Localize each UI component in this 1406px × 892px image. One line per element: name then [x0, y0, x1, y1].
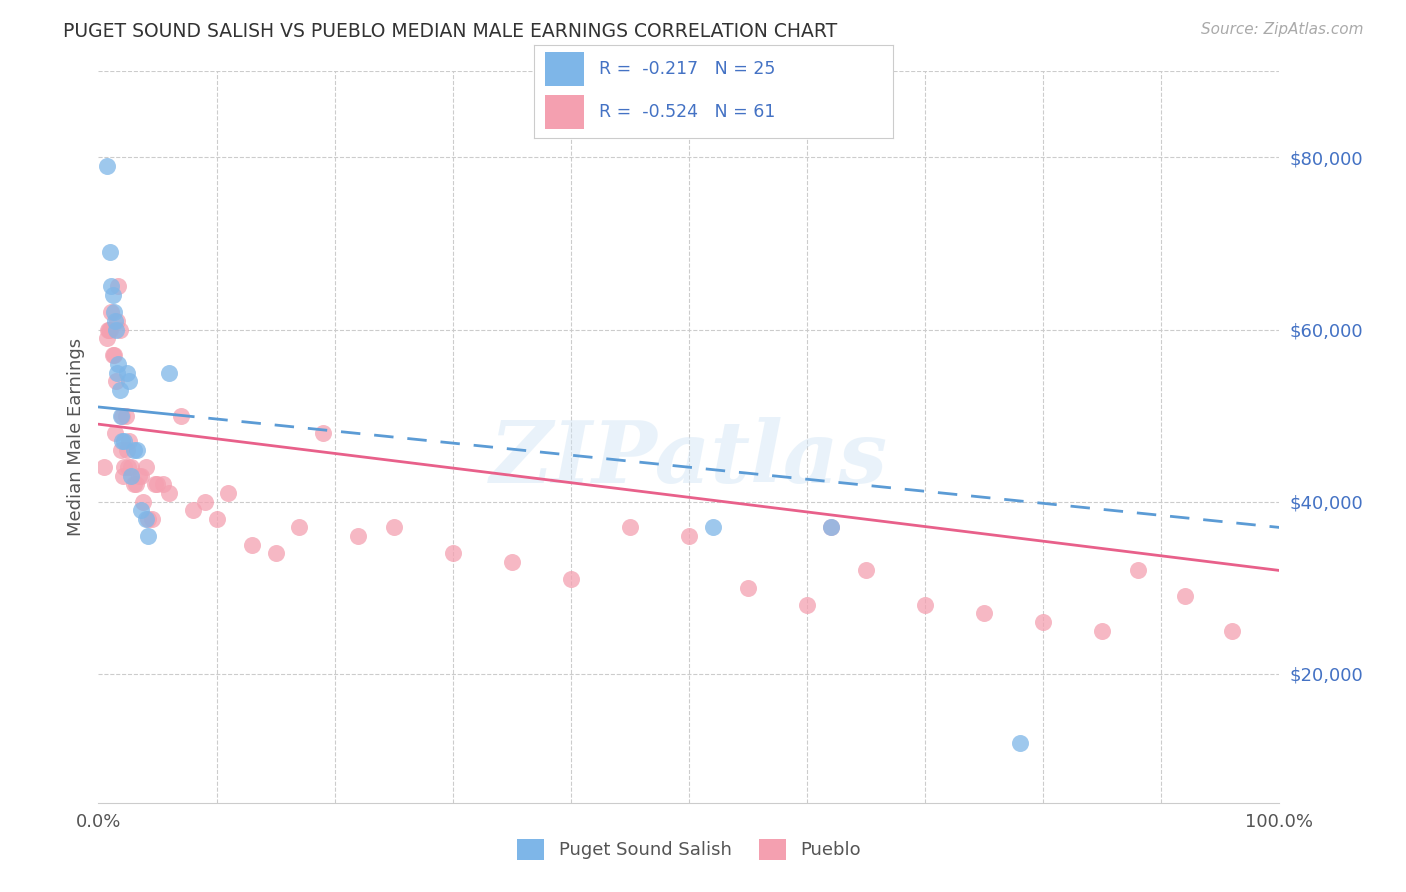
Point [678, 529, 700, 543]
Point [135, 512, 157, 526]
Point [98, 322, 121, 336]
Point [100, 279, 122, 293]
Point [1008, 735, 1031, 749]
Point [93, 460, 115, 475]
Point [347, 529, 370, 543]
Point [103, 305, 125, 319]
Point [181, 503, 204, 517]
Point [312, 425, 335, 440]
Point [1220, 624, 1243, 638]
Point [121, 460, 143, 475]
Point [157, 486, 180, 500]
Point [96, 331, 118, 345]
Point [132, 494, 155, 508]
Point [110, 442, 132, 457]
Point [103, 348, 125, 362]
Point [112, 434, 135, 449]
Point [288, 520, 311, 534]
Point [122, 442, 145, 457]
Point [855, 564, 877, 578]
Point [105, 314, 128, 328]
Bar [546, 52, 585, 86]
Point [118, 374, 141, 388]
Point [127, 442, 149, 457]
Point [702, 520, 724, 534]
Text: R =  -0.524   N = 61: R = -0.524 N = 61 [599, 103, 775, 121]
Point [1174, 589, 1197, 603]
Point [796, 598, 818, 612]
Point [107, 357, 129, 371]
Point [382, 520, 405, 534]
Point [820, 520, 842, 534]
Point [117, 460, 139, 475]
Point [501, 555, 523, 569]
Point [110, 409, 132, 423]
Point [98, 322, 121, 336]
Point [129, 468, 152, 483]
Point [820, 520, 842, 534]
Point [143, 477, 166, 491]
Point [122, 477, 145, 491]
Point [1091, 624, 1114, 638]
Point [115, 442, 138, 457]
Point [98, 245, 121, 260]
Point [107, 279, 129, 293]
Point [111, 409, 134, 423]
Point [619, 520, 641, 534]
Point [157, 366, 180, 380]
Point [112, 468, 135, 483]
Point [136, 529, 159, 543]
Point [105, 322, 128, 336]
Point [136, 512, 159, 526]
Point [97, 322, 120, 336]
Bar [546, 95, 585, 129]
Point [104, 425, 127, 440]
Point [112, 460, 135, 475]
Point [104, 314, 127, 328]
Point [114, 409, 136, 423]
Text: ZIPatlas: ZIPatlas [489, 417, 889, 500]
Point [118, 434, 141, 449]
Point [128, 468, 150, 483]
Point [205, 512, 228, 526]
Text: R =  -0.217   N = 25: R = -0.217 N = 25 [599, 60, 775, 78]
Point [146, 477, 169, 491]
Point [973, 607, 995, 621]
Point [560, 572, 582, 586]
Point [115, 366, 138, 380]
Legend: Puget Sound Salish, Pueblo: Puget Sound Salish, Pueblo [517, 838, 860, 860]
Point [121, 468, 143, 483]
Point [737, 581, 759, 595]
Point [101, 288, 124, 302]
Point [914, 598, 936, 612]
Point [264, 546, 287, 560]
Point [111, 434, 134, 449]
Text: Source: ZipAtlas.com: Source: ZipAtlas.com [1201, 22, 1364, 37]
Point [152, 477, 174, 491]
Point [194, 494, 217, 508]
Point [108, 322, 131, 336]
Point [1032, 615, 1054, 629]
Point [240, 538, 263, 552]
Point [125, 477, 148, 491]
Point [96, 159, 118, 173]
Point [100, 305, 122, 319]
Text: PUGET SOUND SALISH VS PUEBLO MEDIAN MALE EARNINGS CORRELATION CHART: PUGET SOUND SALISH VS PUEBLO MEDIAN MALE… [63, 22, 838, 41]
Point [135, 460, 157, 475]
Point [141, 512, 163, 526]
Point [105, 374, 128, 388]
Point [105, 366, 128, 380]
Point [441, 546, 464, 560]
Point [1126, 564, 1149, 578]
Point [108, 383, 131, 397]
Point [170, 409, 193, 423]
Point [217, 486, 239, 500]
Y-axis label: Median Male Earnings: Median Male Earnings [66, 338, 84, 536]
Point [101, 348, 124, 362]
Point [129, 503, 152, 517]
